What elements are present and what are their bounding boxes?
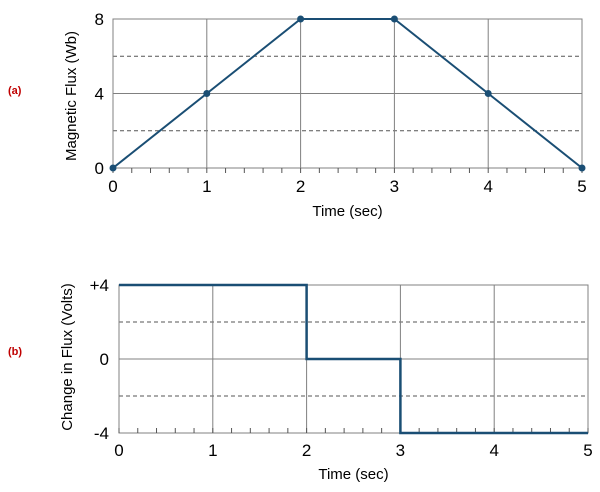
- x-tick-label: 0: [114, 441, 123, 460]
- chart-panel-2: 0 1 2 3 4 5 -4 0 +4 Time (sec) Change in Flux (Vol…: [8, 276, 593, 483]
- x-tick-label: 1: [202, 177, 211, 196]
- x-tick-label: 5: [583, 441, 592, 460]
- y-tick-label: 0: [95, 159, 104, 178]
- y-axis-title: Magnetic Flux (Wb): [63, 31, 80, 161]
- x-tick-label: 3: [390, 177, 399, 196]
- x-axis-title: Time (sec): [318, 466, 388, 483]
- y-tick-label: 8: [95, 10, 104, 29]
- y-tick-label: 0: [100, 350, 109, 369]
- data-point: [484, 90, 492, 97]
- x-tick-label: 3: [396, 441, 405, 460]
- x-tick-label: 0: [108, 177, 117, 196]
- x-tick-label: 4: [489, 441, 498, 460]
- data-point: [390, 15, 398, 23]
- y-tick-label: +4: [90, 276, 109, 295]
- chart-panel-1: 0 1 2 3 4 5 0 4 8 Time (sec) Magnetic Flux (Wb) (a): [8, 10, 587, 220]
- series-line: [119, 283, 588, 435]
- data-point: [578, 164, 586, 172]
- data-point: [203, 90, 211, 97]
- plot-frame: [118, 284, 589, 434]
- x-tick-label: 5: [577, 177, 586, 196]
- y-tick-label: 4: [95, 85, 104, 104]
- panel-label: (a): [8, 85, 22, 97]
- y-axis-title: Change in Flux (Volts): [59, 283, 76, 431]
- x-tick-label: 2: [302, 441, 311, 460]
- x-tick-label: 4: [483, 177, 492, 196]
- panel-label: (b): [8, 346, 22, 358]
- series-line: [112, 18, 583, 169]
- data-point: [297, 15, 305, 23]
- data-point: [109, 164, 117, 172]
- x-tick-label: 2: [296, 177, 305, 196]
- y-tick-label: -4: [94, 424, 109, 443]
- x-tick-label: 1: [208, 441, 217, 460]
- x-axis-title: Time (sec): [312, 203, 382, 220]
